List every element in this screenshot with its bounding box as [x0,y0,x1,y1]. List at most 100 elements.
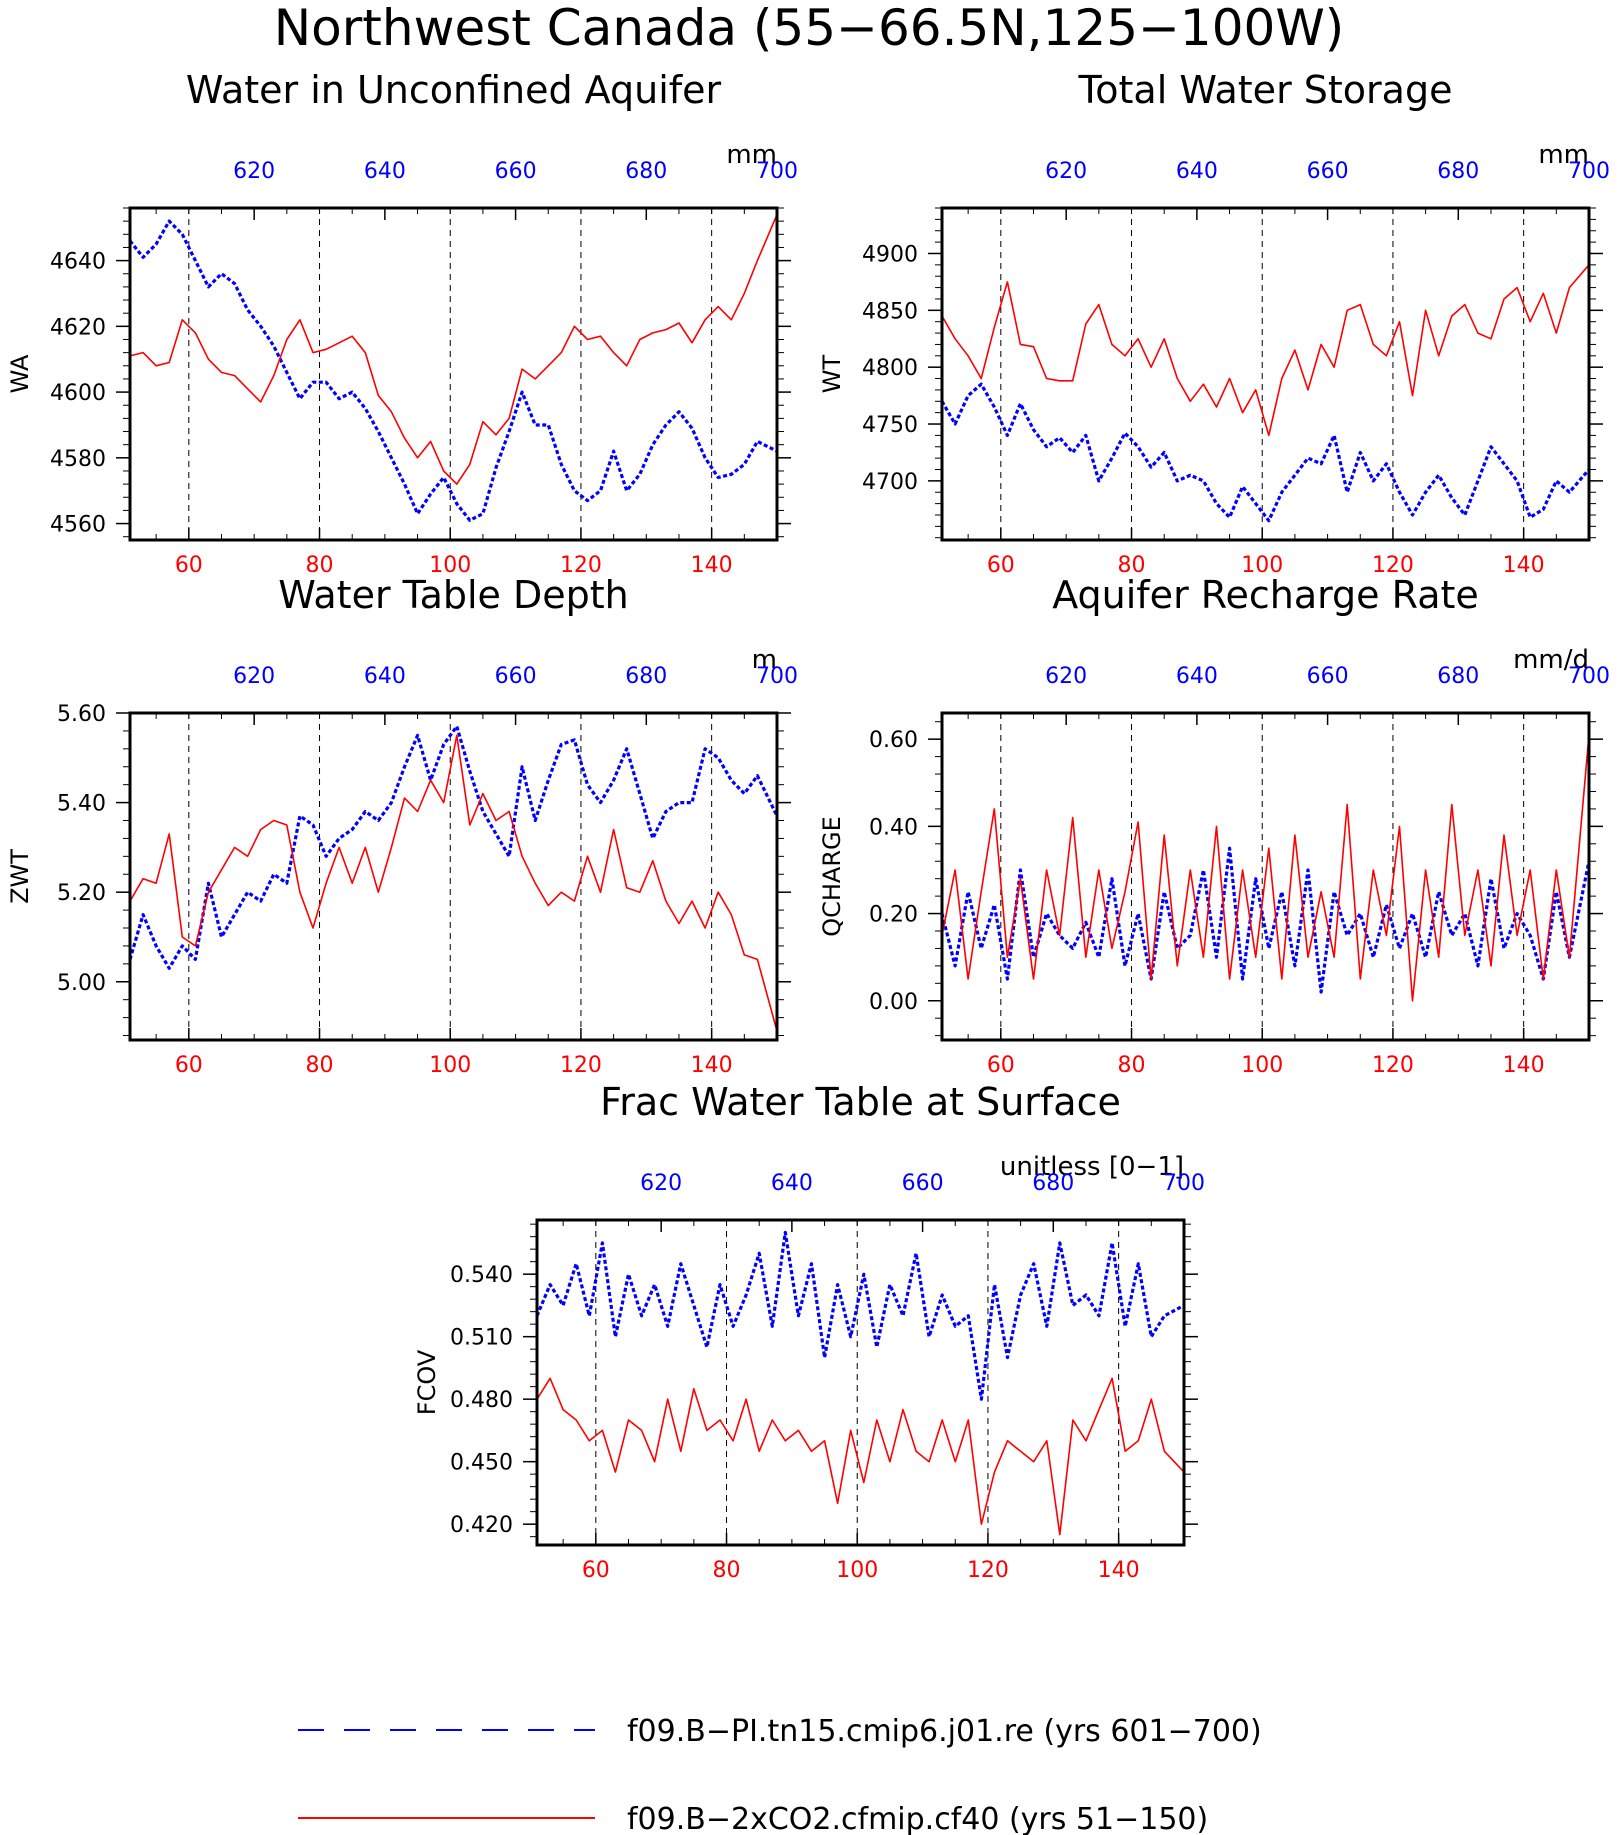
figure-title: Northwest Canada (55−66.5N,125−100W) [274,0,1345,57]
x-tick-label-top: 660 [495,159,537,184]
x-tick-label-bottom: 140 [691,1053,733,1078]
x-tick-label-bottom: 100 [1241,1053,1283,1078]
y-tick-label: 4600 [50,381,106,406]
x-tick-label-bottom: 100 [429,1053,471,1078]
plot-frame [535,1218,1186,1547]
units-label: mm [726,140,777,170]
y-tick-label: 4750 [862,413,918,438]
plot-frame [128,711,779,1042]
y-tick-label: 4700 [862,470,918,495]
x-tick-label-bottom: 120 [1372,553,1414,578]
x-tick-label-top: 700 [756,159,798,184]
panel-title: Water in Unconfined Aquifer [186,68,722,112]
y-tick-label: 0.00 [869,990,918,1015]
panel-title: Frac Water Table at Surface [600,1080,1121,1124]
y-tick-label: 0.60 [869,728,918,753]
y-tick-label: 4900 [862,242,918,267]
x-tick-label-bottom: 80 [1118,1053,1146,1078]
x-tick-label-top: 700 [1568,664,1610,689]
x-tick-label-bottom: 100 [1241,553,1283,578]
y-tick-label: 0.420 [450,1513,513,1538]
y-tick-label: 0.480 [450,1388,513,1413]
units-label: m [752,645,777,675]
panel-wt: Total Water Storage mm WT 60 80 100 120 140 620 6… [818,68,1610,578]
x-tick-label-top: 680 [1032,1171,1074,1196]
y-tick-label: 0.510 [450,1326,513,1351]
x-tick-label-bottom: 120 [560,553,602,578]
x-tick-label-top: 640 [1176,159,1218,184]
x-tick-label-top: 640 [771,1171,813,1196]
x-tick-label-bottom: 80 [306,553,334,578]
x-tick-label-bottom: 100 [836,1558,878,1583]
x-tick-label-bottom: 60 [175,1053,203,1078]
x-tick-label-top: 700 [1163,1171,1205,1196]
x-tick-label-top: 620 [640,1171,682,1196]
x-tick-label-top: 620 [1045,159,1087,184]
x-tick-label-top: 660 [1307,159,1349,184]
y-tick-label: 4800 [862,356,918,381]
y-tick-label: 0.20 [869,903,918,928]
units-label: mm/d [1513,645,1589,675]
y-tick-label: 5.00 [57,971,106,996]
y-tick-label: 4850 [862,299,918,324]
x-tick-label-top: 620 [233,664,275,689]
panel-fcov: Frac Water Table at Surface unitless [0−1… [413,1080,1205,1583]
series-line-control [535,1230,1185,1401]
y-tick-label: 5.60 [57,702,106,727]
y-tick-label: 5.20 [57,881,106,906]
legend-label-control: f09.B−PI.tn15.cmip6.j01.re (yrs 601−700) [627,1714,1262,1749]
panel-title: Water Table Depth [278,573,629,617]
y-axis-label: WT [818,354,846,393]
y-tick-label: 4640 [50,250,106,275]
y-tick-label: 0.40 [869,815,918,840]
x-tick-label-top: 700 [1568,159,1610,184]
x-tick-label-top: 660 [495,664,537,689]
x-tick-label-bottom: 60 [582,1558,610,1583]
y-axis-label: ZWT [6,849,34,904]
y-axis-label: WA [6,354,34,393]
x-tick-label-top: 680 [1437,664,1479,689]
panel-zwt: Water Table Depth m ZWT 60 80 100 120 140 620 640… [6,573,798,1078]
y-tick-label: 0.450 [450,1451,513,1476]
x-tick-label-top: 660 [902,1171,944,1196]
x-tick-label-top: 640 [364,664,406,689]
x-tick-label-bottom: 80 [713,1558,741,1583]
series-line-control [128,219,778,522]
x-tick-label-top: 680 [1437,159,1479,184]
y-tick-label: 5.40 [57,792,106,817]
plot-frame [940,206,1591,542]
panel-title: Total Water Storage [1078,68,1453,112]
x-tick-label-bottom: 120 [967,1558,1009,1583]
x-tick-label-bottom: 100 [429,553,471,578]
x-tick-label-bottom: 140 [1503,553,1545,578]
x-tick-label-bottom: 120 [1372,1053,1414,1078]
x-tick-label-bottom: 140 [1503,1053,1545,1078]
y-tick-label: 0.540 [450,1263,513,1288]
legend: f09.B−PI.tn15.cmip6.j01.re (yrs 601−700)… [298,1714,1262,1835]
panel-qcharge: Aquifer Recharge Rate mm/d QCHARGE 60 80 100 1… [818,573,1610,1078]
x-tick-label-top: 640 [1176,664,1218,689]
series-line-2xco2 [536,1377,1185,1536]
x-tick-label-bottom: 60 [987,1053,1015,1078]
x-tick-label-top: 680 [625,664,667,689]
units-label: mm [1538,140,1589,170]
x-tick-label-bottom: 80 [306,1053,334,1078]
units-label: unitless [0−1] [1000,1152,1184,1182]
y-tick-label: 4560 [50,513,106,538]
plot-frame [128,206,779,542]
series-line-control [940,382,1591,523]
series-line-control [128,724,779,970]
x-tick-label-bottom: 140 [1098,1558,1140,1583]
x-tick-label-top: 700 [756,664,798,689]
y-axis-label: QCHARGE [818,816,846,937]
series-line-2xco2 [941,734,1590,1002]
x-tick-label-bottom: 60 [987,553,1015,578]
panel-title: Aquifer Recharge Rate [1052,573,1479,617]
x-tick-label-top: 620 [233,159,275,184]
x-tick-label-top: 620 [1045,664,1087,689]
series-line-2xco2 [129,734,778,1032]
series-line-2xco2 [941,264,1590,437]
